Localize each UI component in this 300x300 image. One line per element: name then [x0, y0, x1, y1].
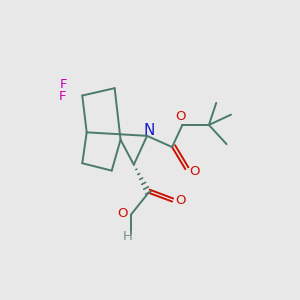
Text: O: O [176, 194, 186, 207]
Text: O: O [176, 110, 186, 123]
Text: H: H [123, 230, 133, 243]
Text: O: O [190, 165, 200, 178]
Text: F: F [58, 91, 66, 103]
Text: O: O [117, 207, 128, 220]
Text: N: N [144, 123, 155, 138]
Text: F: F [59, 78, 67, 91]
